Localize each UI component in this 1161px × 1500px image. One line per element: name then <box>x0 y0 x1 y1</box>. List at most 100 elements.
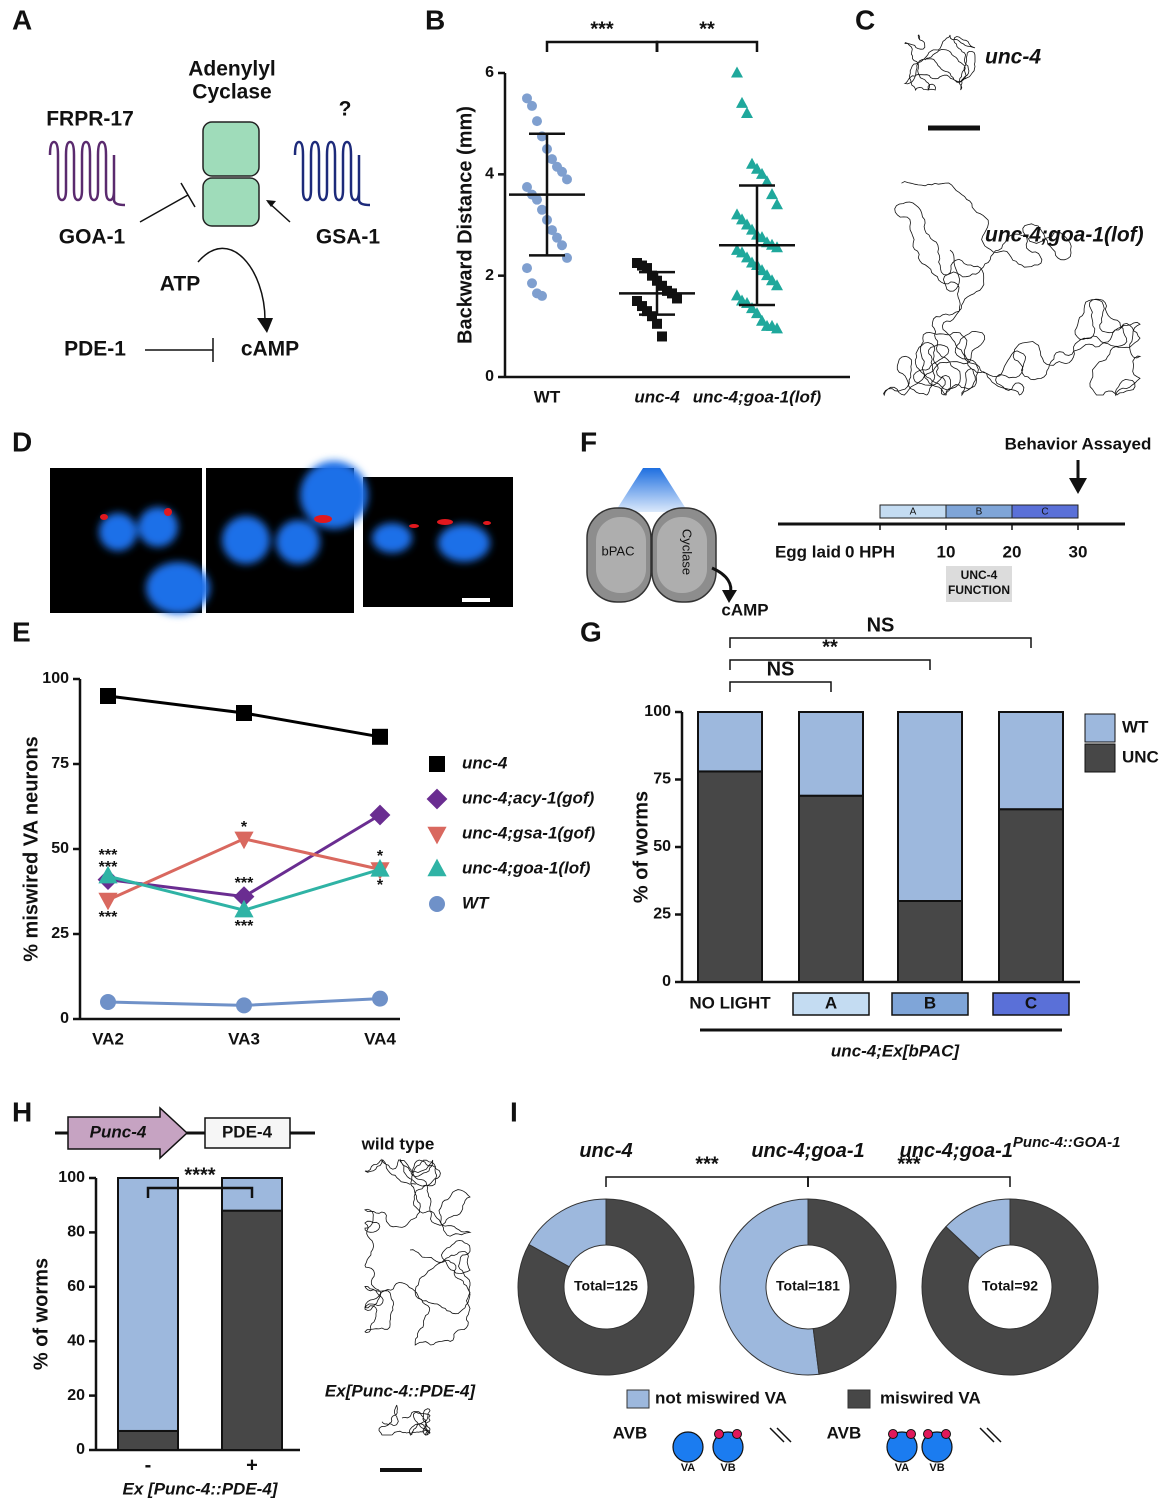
break-mark <box>769 1427 792 1443</box>
x-tick-label: WT <box>534 387 561 406</box>
donut-total: Total=92 <box>982 1278 1038 1294</box>
donut-total: Total=125 <box>574 1278 638 1294</box>
neuron-label: VB <box>720 1462 735 1474</box>
y-tick-label: 100 <box>644 703 671 720</box>
marker <box>771 279 783 291</box>
legend-label: WT <box>462 893 490 912</box>
label: Adenylyl <box>188 58 276 81</box>
legend-label: WT <box>1122 717 1149 736</box>
y-tick-label: 0 <box>662 973 671 990</box>
timeline-label: 20 <box>1003 542 1022 561</box>
marker <box>771 241 783 253</box>
period-label: A <box>910 507 917 518</box>
x-tick-label: + <box>246 1454 258 1476</box>
label: cAMP <box>241 338 299 361</box>
title-text: unc-4 <box>579 1140 632 1162</box>
y-tick-label: 20 <box>67 1387 85 1404</box>
y-tick-label: 100 <box>42 670 69 687</box>
bar-segment <box>897 711 963 902</box>
puncta <box>100 508 491 528</box>
panel-label: D <box>12 426 32 457</box>
marker <box>771 322 783 334</box>
marker <box>369 804 391 826</box>
marker <box>751 307 763 319</box>
bar-segment <box>798 711 864 797</box>
label: bPAC <box>602 543 635 558</box>
y-tick-label: 80 <box>67 1224 85 1241</box>
marker <box>672 293 682 304</box>
promoter <box>67 1106 189 1160</box>
neuron <box>886 1431 918 1463</box>
marker <box>429 756 445 772</box>
marker <box>746 302 758 314</box>
comparison-bracket <box>729 681 832 692</box>
marker <box>236 705 252 721</box>
marker <box>642 306 652 317</box>
comparison-label: NS <box>767 658 795 680</box>
marker <box>741 251 753 263</box>
label: Behavior Assayed <box>1005 434 1152 453</box>
conversion <box>197 247 266 321</box>
marker <box>746 223 758 235</box>
bar-segment <box>697 711 763 773</box>
neuron <box>672 1431 704 1463</box>
marker <box>532 116 542 127</box>
legend-swatch <box>626 1389 650 1409</box>
marker <box>236 997 252 1014</box>
comparison-bracket <box>146 1186 254 1198</box>
legend-label: unc-4 <box>462 753 508 772</box>
label: PDE-4 <box>222 1122 273 1141</box>
marker <box>731 289 743 301</box>
synapse <box>888 1429 898 1439</box>
y-tick-label: 75 <box>51 755 69 772</box>
legend-label: unc-4;gsa-1(gof) <box>462 823 596 842</box>
donut-slice <box>719 1198 820 1376</box>
marker <box>562 174 572 185</box>
synapse <box>714 1429 724 1439</box>
donut-slice <box>807 1198 897 1375</box>
marker <box>522 182 532 192</box>
marker <box>647 311 657 322</box>
marker <box>372 990 388 1007</box>
donut-total: Total=181 <box>776 1278 840 1294</box>
arrowhead <box>722 590 737 603</box>
marker <box>372 728 388 745</box>
unc4-function <box>946 566 1012 602</box>
comparison-label: *** <box>897 1153 921 1175</box>
x-axis-label: unc-4;Ex[bPAC] <box>831 1041 960 1060</box>
worm-track <box>378 1404 431 1436</box>
label: cAMP <box>721 600 768 619</box>
function-label: UNC-4 <box>961 568 998 582</box>
y-tick-label: 100 <box>58 1169 85 1186</box>
donut-title: unc-4;goa-1 <box>751 1140 864 1162</box>
label: GSA-1 <box>316 226 381 249</box>
panel-label: E <box>12 616 31 647</box>
x-tick-label: VA4 <box>364 1029 396 1048</box>
marker <box>100 994 116 1010</box>
significance: *** <box>99 859 118 876</box>
label: FRPR-17 <box>46 108 134 131</box>
bar-segment <box>998 808 1064 984</box>
arrowhead <box>257 318 273 333</box>
synapse <box>732 1429 742 1439</box>
marker <box>552 232 562 243</box>
bar-segment <box>117 1177 179 1432</box>
inhibition <box>139 182 196 223</box>
comparison-label: ** <box>699 18 715 40</box>
label: Cyclase <box>680 529 695 575</box>
significance: *** <box>235 918 254 935</box>
panel-label: F <box>580 426 597 457</box>
y-tick-label: 4 <box>485 166 494 183</box>
panel-f: bPAC Cyclase cAMP Egg laid Behavior Assa… <box>586 434 1152 619</box>
y-axis-label: % of worms <box>30 1258 52 1370</box>
worm-track <box>364 1158 472 1346</box>
bar-segment <box>798 794 864 984</box>
marker <box>756 264 768 276</box>
y-tick-label: 0 <box>76 1441 85 1458</box>
comparison-bracket <box>729 637 1032 648</box>
marker <box>736 96 748 108</box>
inhibition <box>145 338 214 362</box>
x-tick-label: VA3 <box>228 1029 260 1048</box>
track-label: wild type <box>361 1134 435 1153</box>
